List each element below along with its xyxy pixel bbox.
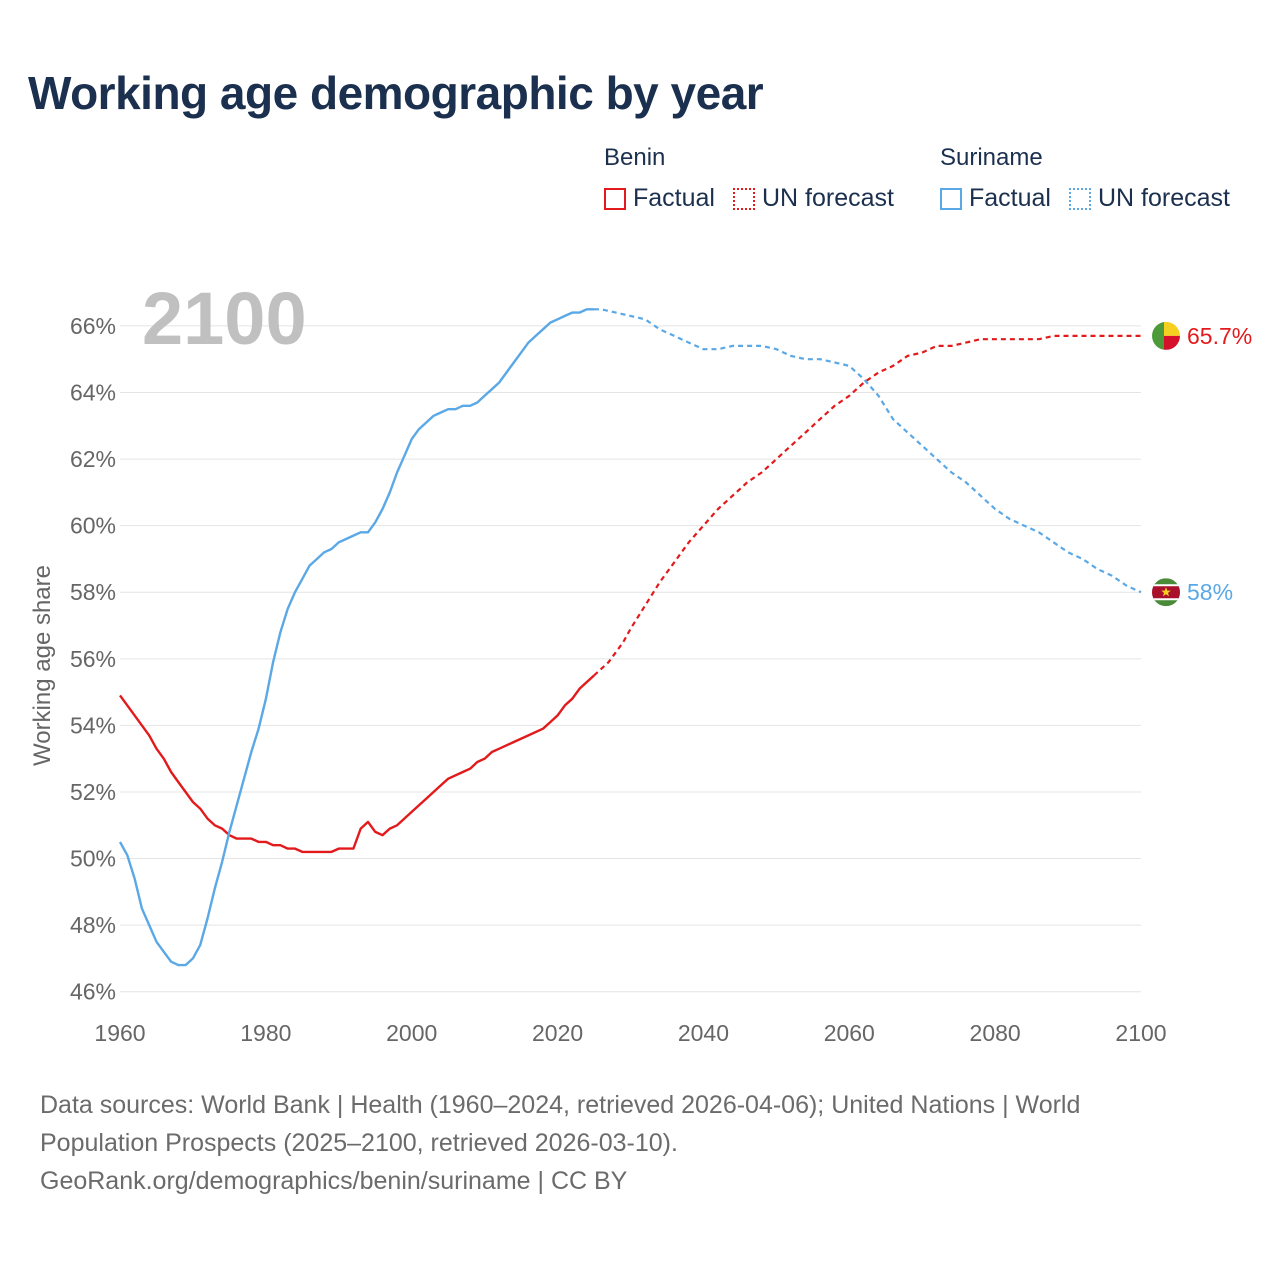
footer-line-2: Population Prospects (2025–2100, retriev… [40, 1129, 678, 1157]
legend-suriname: Suriname Factual UN forecast [940, 144, 1248, 213]
legend-label-suriname-factual: Factual [969, 184, 1051, 212]
suriname-flag-icon [1152, 578, 1180, 607]
footer-line-3: GeoRank.org/demographics/benin/suriname … [40, 1167, 628, 1195]
end-label-benin: 65.7% [1187, 323, 1252, 349]
y-tick-label: 62% [70, 446, 116, 472]
chart-title: Working age demographic by year [28, 67, 764, 119]
line-chart: 46% 48% 50% 52% 54% 56% 58% 60% 62% 64% 66% 1960 198… [29, 277, 1252, 1046]
x-tick-label: 2020 [532, 1020, 583, 1046]
y-axis-label: Working age share [29, 565, 56, 766]
legend-swatch-benin-factual [604, 187, 626, 210]
y-tick-label: 54% [70, 712, 116, 738]
benin-flag-icon [1152, 321, 1180, 350]
series-line-suriname-forecast [594, 308, 1142, 594]
legend-benin-factual[interactable]: Factual [604, 184, 715, 213]
legend-suriname-factual[interactable]: Factual [940, 184, 1051, 213]
y-tick-label: 66% [70, 313, 116, 339]
footer-sources: Data sources: World Bank | Health (1960–… [40, 1086, 1160, 1200]
legend-benin: Benin Factual UN forecast [604, 144, 912, 213]
x-tick-label: 2080 [970, 1020, 1021, 1046]
legend-benin-forecast[interactable]: UN forecast [732, 184, 894, 213]
x-tick-label: 2060 [824, 1020, 875, 1046]
y-tick-label: 56% [70, 646, 116, 672]
x-tick-label: 1980 [240, 1020, 291, 1046]
x-tick-label: 2000 [386, 1020, 437, 1046]
y-tick-label: 46% [70, 979, 116, 1005]
legend-swatch-benin-forecast [732, 187, 755, 210]
legend-label-benin-factual: Factual [633, 184, 715, 212]
legend-suriname-forecast[interactable]: UN forecast [1068, 184, 1230, 213]
x-tick-label: 2040 [678, 1020, 729, 1046]
series-line-benin-factual [119, 674, 595, 854]
y-tick-label: 60% [70, 513, 116, 539]
y-tick-label: 48% [70, 912, 116, 938]
legend-country-benin: Benin [604, 144, 666, 171]
end-label-suriname: 58% [1187, 579, 1233, 605]
series-line-benin-forecast [593, 334, 1141, 677]
legend-label-benin-forecast: UN forecast [761, 184, 894, 212]
y-tick-label: 64% [70, 380, 116, 406]
footer-line-1: Data sources: World Bank | Health (1960–… [40, 1091, 1081, 1119]
x-tick-label: 2100 [1115, 1020, 1166, 1046]
legend-swatch-suriname-forecast [1068, 187, 1091, 210]
legend-swatch-suriname-factual [940, 187, 962, 210]
series-line-suriname-factual [118, 308, 594, 967]
y-tick-label: 50% [70, 846, 116, 872]
year-watermark: 2100 [142, 277, 307, 360]
x-tick-label: 1960 [94, 1020, 145, 1046]
y-tick-label: 58% [70, 579, 116, 605]
legend-country-suriname: Suriname [940, 144, 1043, 171]
legend-label-suriname-forecast: UN forecast [1097, 184, 1230, 212]
y-tick-label: 52% [70, 779, 116, 805]
